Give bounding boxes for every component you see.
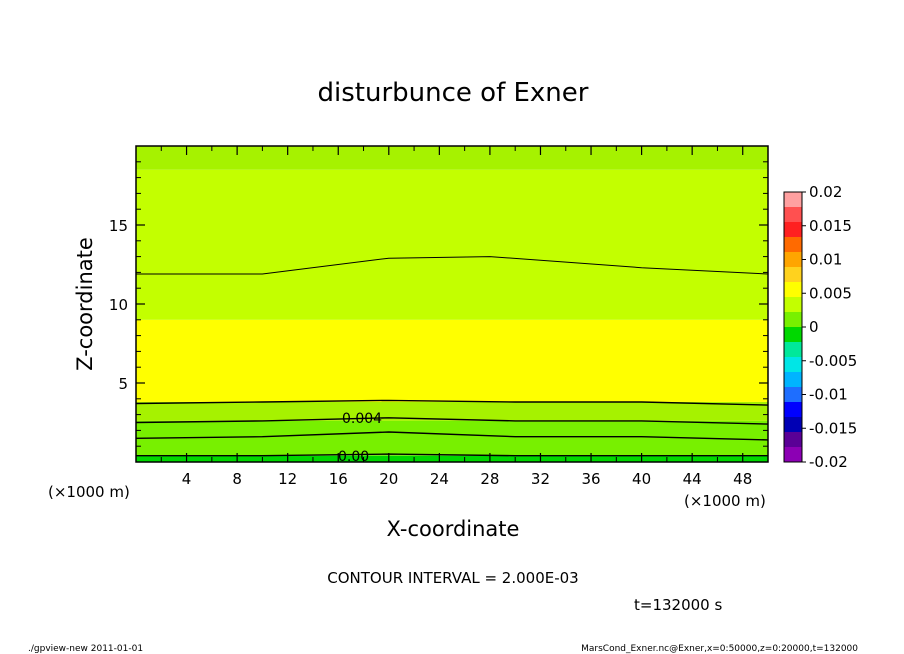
colorbar-swatch xyxy=(784,237,802,253)
colorbar: 0.02 0.015 0.01 0.005 0 -0.005 -0.01 -0.015 -0.0… xyxy=(783,183,857,471)
x-tick-label: 32 xyxy=(531,470,550,488)
x-tick-label: 40 xyxy=(632,470,651,488)
x-unit-right: (×1000 m) xyxy=(684,492,766,510)
contour-line-1 xyxy=(135,399,769,406)
colorbar-swatch xyxy=(784,402,802,418)
x-tick-label: 20 xyxy=(379,470,398,488)
colorbar-label: 0.015 xyxy=(809,217,852,235)
colorbar-swatch xyxy=(784,447,802,463)
x-axis-label: X-coordinate xyxy=(387,517,520,541)
field-band-4 xyxy=(136,169,768,320)
colorbar-label: 0.02 xyxy=(809,183,842,201)
colorbar-label: -0.005 xyxy=(809,352,857,370)
contour-field xyxy=(136,146,768,462)
x-tick-label: 16 xyxy=(329,470,348,488)
contour-interval: CONTOUR INTERVAL = 2.000E-03 xyxy=(327,569,578,587)
colorbar-swatch xyxy=(784,267,802,283)
contour-line-0 xyxy=(136,256,769,275)
colorbar-label: -0.02 xyxy=(809,453,848,471)
colorbar-swatch xyxy=(784,282,802,298)
field-band-2 xyxy=(136,401,768,421)
field-band-1 xyxy=(136,420,768,456)
x-tick-label: 12 xyxy=(278,470,297,488)
colorbar-swatch xyxy=(784,387,802,403)
colorbar-swatch xyxy=(784,252,802,268)
contour-line-2 xyxy=(135,417,769,425)
chart-title: disturbunce of Exner xyxy=(318,78,589,108)
colorbar-label: -0.015 xyxy=(809,419,857,437)
colorbar-swatch xyxy=(784,357,802,373)
colorbar-label: 0 xyxy=(809,318,819,336)
time-label: t=132000 s xyxy=(634,596,722,614)
footer-right: MarsCond_Exner.nc@Exner,x=0:50000,z=0:20… xyxy=(581,644,858,654)
colorbar-swatch xyxy=(784,207,802,223)
colorbar-swatch xyxy=(784,372,802,388)
colorbar-swatch xyxy=(784,417,802,433)
y-axis-label: Z-coordinate xyxy=(73,237,97,371)
field-band-5 xyxy=(136,146,768,170)
y-tick-label: 15 xyxy=(109,217,128,235)
y-tick-label: 5 xyxy=(118,375,128,393)
colorbar-label: 0.01 xyxy=(809,251,842,269)
colorbar-swatch xyxy=(784,312,802,328)
x-tick-label: 36 xyxy=(581,470,600,488)
x-tick-label: 8 xyxy=(232,470,242,488)
colorbar-label: 0.005 xyxy=(809,284,852,302)
x-tick-label: 28 xyxy=(480,470,499,488)
contour-label-000: 0.00 xyxy=(338,449,369,465)
contour-line-3 xyxy=(135,431,769,441)
colorbar-swatch xyxy=(784,192,802,208)
colorbar-swatch xyxy=(784,327,802,343)
contour-label-0004: 0.004 xyxy=(342,411,382,427)
contour-lines xyxy=(135,256,769,457)
x-tick-label: 4 xyxy=(182,470,192,488)
colorbar-label: -0.01 xyxy=(809,386,848,404)
x-tick-label: 44 xyxy=(683,470,702,488)
footer-left: ./gpview-new 2011-01-01 xyxy=(28,644,143,654)
colorbar-swatch xyxy=(784,342,802,358)
colorbar-swatch xyxy=(784,297,802,313)
x-unit-left: (×1000 m) xyxy=(48,483,130,501)
field-band-3 xyxy=(136,319,768,402)
colorbar-swatch xyxy=(784,432,802,448)
contour-line-4 xyxy=(136,453,768,457)
x-tick-label: 24 xyxy=(430,470,449,488)
y-tick-label: 10 xyxy=(109,296,128,314)
colorbar-swatch xyxy=(784,222,802,238)
field-band-0 xyxy=(136,455,768,462)
x-tick-label: 48 xyxy=(733,470,752,488)
